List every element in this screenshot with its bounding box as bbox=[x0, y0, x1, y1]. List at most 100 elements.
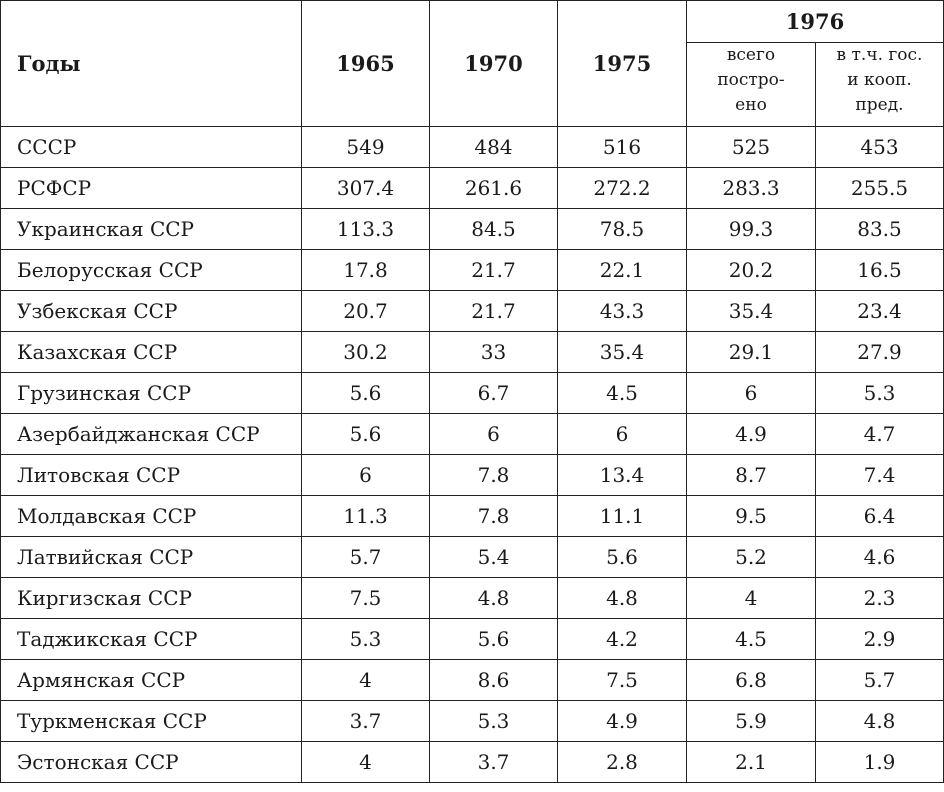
row-value: 7.4 bbox=[814, 454, 944, 496]
row-name: Казахская ССР bbox=[0, 331, 302, 373]
row-value: 2.9 bbox=[814, 618, 944, 660]
row-name: Киргизская ССР bbox=[0, 577, 302, 619]
built-total-line: ено bbox=[735, 95, 767, 115]
table-row: Азербайджанская ССР 5.6 6 6 4.9 4.7 bbox=[0, 413, 944, 455]
row-value: 8.7 bbox=[686, 454, 816, 496]
row-value: 4.5 bbox=[557, 372, 687, 414]
row-name: Грузинская ССР bbox=[0, 372, 302, 414]
row-value: 29.1 bbox=[686, 331, 816, 373]
state-coop-line: и кооп. bbox=[847, 70, 912, 90]
row-value: 17.8 bbox=[301, 249, 430, 291]
row-value: 7.5 bbox=[557, 659, 687, 701]
row-value: 4.9 bbox=[686, 413, 816, 455]
row-value: 6 bbox=[686, 372, 816, 414]
year-1965-header: 1965 bbox=[301, 0, 430, 127]
row-name: РСФСР bbox=[0, 167, 302, 209]
table-row: Эстонская ССР 4 3.7 2.8 2.1 1.9 bbox=[0, 741, 944, 783]
row-value: 453 bbox=[814, 126, 944, 168]
row-value: 5.4 bbox=[429, 536, 558, 578]
row-value: 5.9 bbox=[686, 700, 816, 742]
row-value: 84.5 bbox=[429, 208, 558, 250]
row-value: 5.6 bbox=[301, 372, 430, 414]
state-coop-header: в т.ч. гос. и кооп. пред. bbox=[814, 42, 944, 127]
row-value: 4.7 bbox=[814, 413, 944, 455]
row-value: 35.4 bbox=[557, 331, 687, 373]
row-value: 16.5 bbox=[814, 249, 944, 291]
row-value: 6.8 bbox=[686, 659, 816, 701]
row-value: 13.4 bbox=[557, 454, 687, 496]
row-value: 4 bbox=[686, 577, 816, 619]
row-value: 4.9 bbox=[557, 700, 687, 742]
table-row: Украинская ССР 113.3 84.5 78.5 99.3 83.5 bbox=[0, 208, 944, 250]
table-row: Белорусская ССР 17.8 21.7 22.1 20.2 16.5 bbox=[0, 249, 944, 291]
row-value: 4.2 bbox=[557, 618, 687, 660]
row-name: Латвийская ССР bbox=[0, 536, 302, 578]
row-value: 4.8 bbox=[814, 700, 944, 742]
row-value: 5.6 bbox=[301, 413, 430, 455]
row-value: 272.2 bbox=[557, 167, 687, 209]
row-value: 21.7 bbox=[429, 290, 558, 332]
table-row: РСФСР 307.4 261.6 272.2 283.3 255.5 bbox=[0, 167, 944, 209]
table-row: Киргизская ССР 7.5 4.8 4.8 4 2.3 bbox=[0, 577, 944, 619]
row-name: Белорусская ССР bbox=[0, 249, 302, 291]
table-row: СССР 549 484 516 525 453 bbox=[0, 126, 944, 168]
row-value: 21.7 bbox=[429, 249, 558, 291]
row-value: 4.6 bbox=[814, 536, 944, 578]
row-value: 5.7 bbox=[301, 536, 430, 578]
row-name: Литовская ССР bbox=[0, 454, 302, 496]
table-row: Туркменская ССР 3.7 5.3 4.9 5.9 4.8 bbox=[0, 700, 944, 742]
row-value: 30.2 bbox=[301, 331, 430, 373]
row-value: 3.7 bbox=[429, 741, 558, 783]
row-value: 43.3 bbox=[557, 290, 687, 332]
row-value: 4.8 bbox=[429, 577, 558, 619]
row-value: 5.3 bbox=[429, 700, 558, 742]
row-value: 9.5 bbox=[686, 495, 816, 537]
row-value: 283.3 bbox=[686, 167, 816, 209]
row-value: 4.8 bbox=[557, 577, 687, 619]
row-value: 2.3 bbox=[814, 577, 944, 619]
row-value: 20.7 bbox=[301, 290, 430, 332]
row-value: 525 bbox=[686, 126, 816, 168]
row-name: Армянская ССР bbox=[0, 659, 302, 701]
row-value: 484 bbox=[429, 126, 558, 168]
table-row: Узбекская ССР 20.7 21.7 43.3 35.4 23.4 bbox=[0, 290, 944, 332]
row-value: 5.3 bbox=[814, 372, 944, 414]
table-row: Латвийская ССР 5.7 5.4 5.6 5.2 4.6 bbox=[0, 536, 944, 578]
year-1975-header: 1975 bbox=[557, 0, 687, 127]
row-value: 6.4 bbox=[814, 495, 944, 537]
row-value: 7.5 bbox=[301, 577, 430, 619]
row-name: Украинская ССР bbox=[0, 208, 302, 250]
row-value: 5.6 bbox=[429, 618, 558, 660]
state-coop-line: в т.ч. гос. bbox=[836, 45, 923, 65]
row-value: 23.4 bbox=[814, 290, 944, 332]
row-value: 4 bbox=[301, 741, 430, 783]
row-value: 99.3 bbox=[686, 208, 816, 250]
years-header: Годы bbox=[0, 0, 302, 127]
row-name: СССР bbox=[0, 126, 302, 168]
row-value: 22.1 bbox=[557, 249, 687, 291]
table-row: Грузинская ССР 5.6 6.7 4.5 6 5.3 bbox=[0, 372, 944, 414]
row-name: Узбекская ССР bbox=[0, 290, 302, 332]
built-total-line: постро- bbox=[717, 70, 785, 90]
year-1970-header: 1970 bbox=[429, 0, 558, 127]
table-body: СССР 549 484 516 525 453 РСФСР 307.4 261.6 272.2 2… bbox=[0, 126, 944, 783]
row-value: 5.2 bbox=[686, 536, 816, 578]
row-value: 255.5 bbox=[814, 167, 944, 209]
row-value: 4.5 bbox=[686, 618, 816, 660]
table-row: Казахская ССР 30.2 33 35.4 29.1 27.9 bbox=[0, 331, 944, 373]
row-value: 261.6 bbox=[429, 167, 558, 209]
row-value: 83.5 bbox=[814, 208, 944, 250]
row-value: 307.4 bbox=[301, 167, 430, 209]
row-value: 7.8 bbox=[429, 454, 558, 496]
row-name: Молдавская ССР bbox=[0, 495, 302, 537]
row-value: 6.7 bbox=[429, 372, 558, 414]
row-value: 2.8 bbox=[557, 741, 687, 783]
row-value: 5.7 bbox=[814, 659, 944, 701]
built-total-header: всего постро- ено bbox=[686, 42, 816, 127]
state-coop-line: пред. bbox=[855, 95, 904, 115]
row-value: 6 bbox=[557, 413, 687, 455]
row-value: 516 bbox=[557, 126, 687, 168]
row-value: 5.3 bbox=[301, 618, 430, 660]
row-name: Азербайджанская ССР bbox=[0, 413, 302, 455]
row-value: 20.2 bbox=[686, 249, 816, 291]
